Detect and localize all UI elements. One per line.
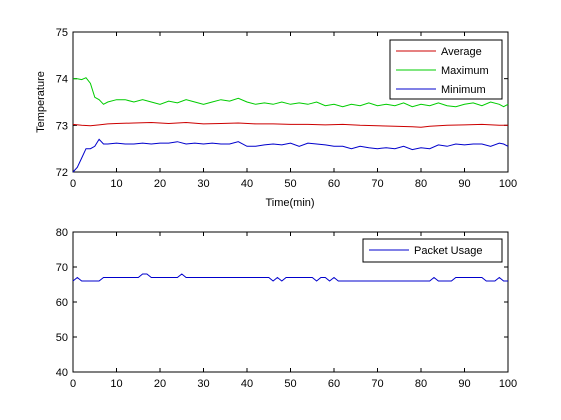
packet-usage-axis-ticks: 0 10 20 30 40 50 60 70 80 90 100 40 50 60 70 80 (56, 227, 517, 390)
x-tick-label: 50 (284, 178, 296, 190)
x-tick-label: 90 (458, 178, 470, 190)
legend-entry-packet-usage: Packet Usage (369, 245, 482, 257)
series-line-maximum (73, 77, 509, 108)
legend-label-minimum: Minimum (441, 84, 486, 96)
temperature-legend: Average Maximum Minimum (389, 39, 503, 100)
x-tick-label: 30 (197, 378, 209, 390)
x-tick-label: 70 (371, 378, 383, 390)
y-tick-label: 80 (56, 227, 68, 239)
x-tick-label: 50 (284, 378, 296, 390)
y-tick-label: 75 (56, 27, 68, 39)
y-tick-label: 70 (56, 262, 68, 274)
series-line-packet-usage (72, 273, 508, 282)
x-tick-label: 30 (197, 178, 209, 190)
temperature-x-axis-label: Time(min) (265, 197, 314, 209)
series-line-average (72, 121, 508, 128)
x-tick-label: 10 (110, 178, 122, 190)
temperature-chart: 0 10 20 30 40 50 60 70 80 90 100 72 73 74 75 Time(min)… (35, 27, 517, 209)
x-tick-label: 60 (328, 178, 340, 190)
temperature-axis-ticks: 0 10 20 30 40 50 60 70 80 90 100 72 73 74 75 (56, 27, 517, 190)
x-tick-label: 60 (328, 378, 340, 390)
legend-entry-minimum: Minimum (396, 84, 486, 96)
y-tick-label: 74 (56, 74, 68, 86)
temperature-series-lines (72, 77, 509, 173)
y-tick-label: 72 (56, 167, 68, 179)
temperature-y-axis-label: Temperature (35, 71, 47, 133)
series-line-minimum (72, 138, 509, 173)
x-tick-label: 40 (241, 178, 253, 190)
x-tick-label: 40 (241, 378, 253, 390)
x-tick-label: 0 (70, 378, 76, 390)
legend-label-average: Average (441, 46, 482, 58)
x-tick-label: 80 (415, 378, 427, 390)
x-tick-label: 10 (110, 378, 122, 390)
y-tick-label: 60 (56, 297, 68, 309)
legend-label-packet-usage: Packet Usage (414, 245, 482, 257)
legend-label-maximum: Maximum (441, 65, 489, 77)
packet-usage-legend-box (362, 238, 503, 263)
x-tick-label: 20 (154, 178, 166, 190)
legend-entry-maximum: Maximum (396, 65, 489, 77)
x-tick-label: 90 (458, 378, 470, 390)
x-tick-label: 0 (70, 178, 76, 190)
legend-entry-average: Average (396, 46, 482, 58)
packet-usage-legend: Packet Usage (362, 238, 503, 263)
y-tick-label: 40 (56, 367, 68, 379)
y-tick-label: 73 (56, 120, 68, 132)
packet-usage-chart: 0 10 20 30 40 50 60 70 80 90 100 40 50 60 70 80 Packet … (56, 227, 517, 390)
x-tick-label: 70 (371, 178, 383, 190)
x-tick-label: 20 (154, 378, 166, 390)
x-tick-label: 100 (499, 378, 517, 390)
packet-usage-series-lines (72, 273, 508, 282)
x-tick-label: 100 (499, 178, 517, 190)
y-tick-label: 50 (56, 332, 68, 344)
x-tick-label: 80 (415, 178, 427, 190)
